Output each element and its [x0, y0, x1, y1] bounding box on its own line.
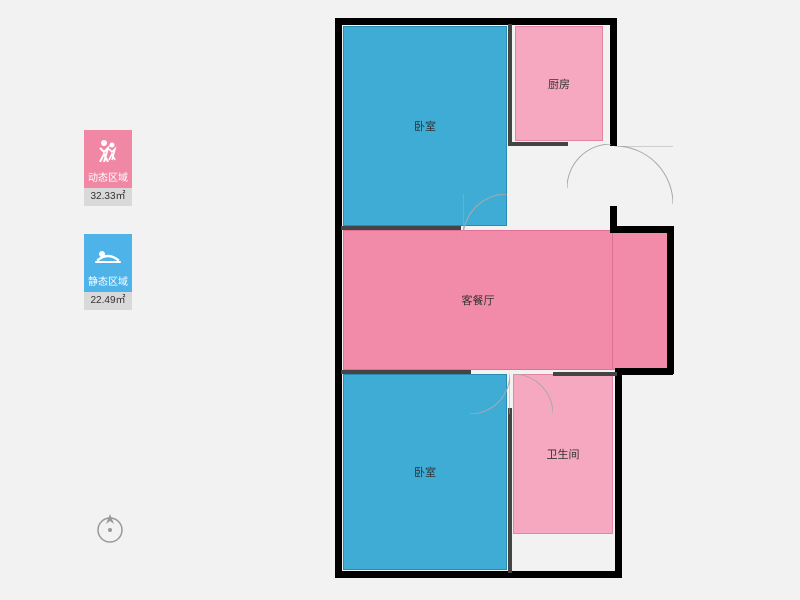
sleep-icon: [84, 234, 132, 274]
legend-dynamic-label: 动态区域: [84, 170, 132, 188]
people-icon: [84, 130, 132, 170]
legend-static: 静态区域 22.49㎡: [84, 234, 132, 310]
door-arc: [567, 144, 611, 188]
room-living: 客餐厅: [343, 230, 613, 370]
wall-kitchen-left: [508, 24, 512, 144]
wall-bath-left: [508, 408, 512, 573]
wall-top: [335, 18, 617, 25]
room-living-ext: [613, 232, 669, 370]
room-label: 卧室: [414, 464, 436, 480]
room-label: 客餐厅: [462, 292, 495, 308]
wall-notch-h: [615, 533, 622, 578]
room-label: 卫生间: [547, 446, 580, 462]
wall-living-bottom: [341, 370, 471, 374]
door-arc: [470, 374, 510, 414]
door-arc: [513, 374, 553, 414]
legend-static-value: 22.49㎡: [84, 292, 132, 310]
wall-bedroom1-bottom: [341, 226, 461, 230]
legend-static-label: 静态区域: [84, 274, 132, 292]
wall-kitchen-bottom: [508, 142, 568, 146]
legend-dynamic-value: 32.33㎡: [84, 188, 132, 206]
door-arc: [463, 194, 507, 238]
room-kitchen: 厨房: [515, 26, 603, 141]
compass-icon: [92, 510, 128, 551]
room-label: 卧室: [414, 118, 436, 134]
wall-right-upper: [610, 18, 617, 146]
door-arc: [615, 146, 673, 204]
wall-left: [335, 18, 342, 578]
wall-right-lower: [615, 368, 622, 538]
room-label: 厨房: [548, 76, 570, 92]
wall-bath-top: [553, 372, 617, 376]
wall-right-far: [667, 226, 674, 374]
legend-dynamic: 动态区域 32.33㎡: [84, 130, 132, 206]
wall-step-h: [610, 226, 672, 233]
wall-step-back-h: [615, 368, 673, 375]
legend: 动态区域 32.33㎡ 静态区域 22.49㎡: [84, 130, 132, 338]
wall-bottom: [335, 571, 621, 578]
floor-plan: 卧室 厨房 客餐厅 卧室 卫生间: [335, 18, 675, 578]
